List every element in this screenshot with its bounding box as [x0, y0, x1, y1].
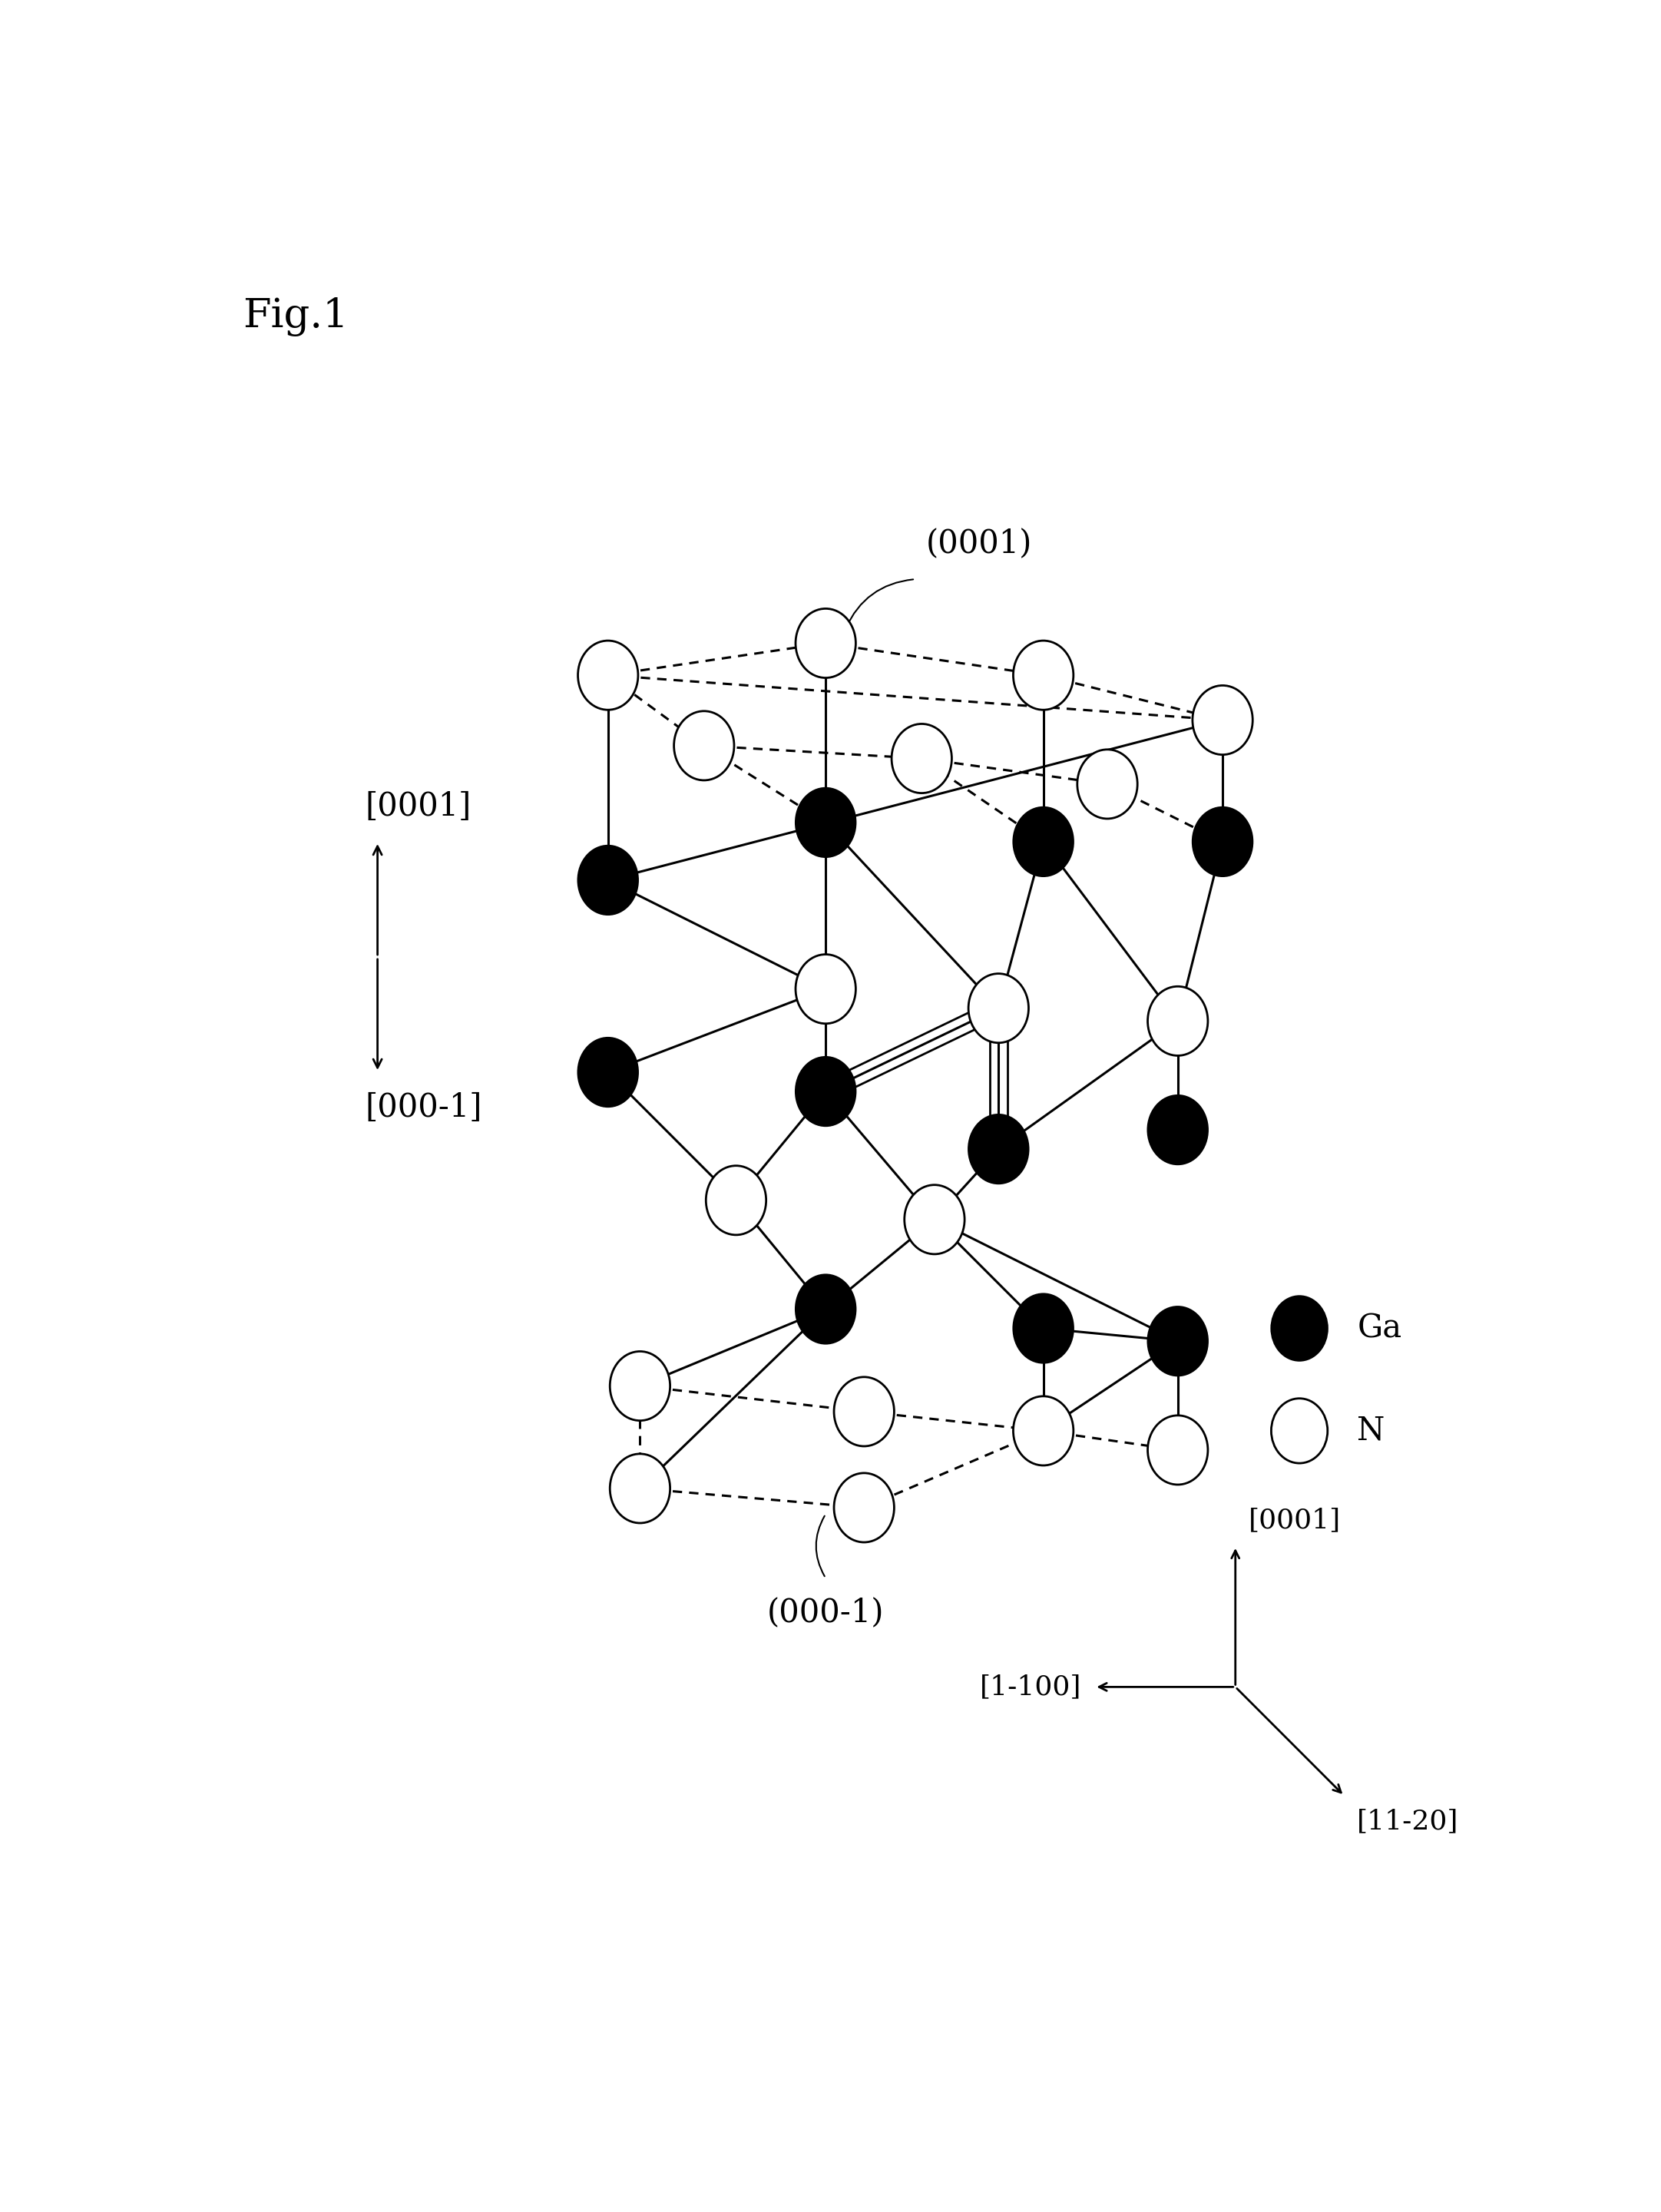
Text: [000-1]: [000-1]: [365, 1091, 482, 1124]
Ellipse shape: [968, 973, 1028, 1042]
Ellipse shape: [1148, 1416, 1208, 1484]
Text: (000-1): (000-1): [767, 1597, 884, 1630]
Ellipse shape: [1193, 686, 1252, 754]
Ellipse shape: [1013, 641, 1073, 710]
Ellipse shape: [1078, 750, 1138, 818]
Text: [0001]: [0001]: [1247, 1506, 1340, 1533]
Ellipse shape: [796, 608, 855, 677]
Ellipse shape: [1148, 1307, 1208, 1376]
Ellipse shape: [796, 1057, 855, 1126]
Ellipse shape: [1013, 1396, 1073, 1464]
Text: [1-100]: [1-100]: [980, 1674, 1081, 1701]
Text: [0001]: [0001]: [365, 790, 472, 823]
Text: [11-20]: [11-20]: [1357, 1809, 1458, 1834]
Text: Fig.1: Fig.1: [243, 296, 349, 336]
Ellipse shape: [1193, 807, 1252, 876]
Text: Ga: Ga: [1357, 1312, 1402, 1345]
Ellipse shape: [1013, 1294, 1073, 1363]
Ellipse shape: [1148, 987, 1208, 1055]
Text: (0001): (0001): [927, 529, 1033, 560]
Ellipse shape: [674, 710, 734, 781]
Ellipse shape: [834, 1473, 894, 1542]
Ellipse shape: [892, 723, 952, 794]
Ellipse shape: [834, 1378, 894, 1447]
Ellipse shape: [610, 1453, 669, 1524]
Text: N: N: [1357, 1416, 1385, 1447]
Ellipse shape: [796, 1274, 855, 1343]
Ellipse shape: [578, 1037, 638, 1106]
Ellipse shape: [796, 787, 855, 856]
Ellipse shape: [706, 1166, 766, 1234]
Ellipse shape: [1148, 1095, 1208, 1164]
Ellipse shape: [904, 1186, 965, 1254]
Ellipse shape: [1271, 1398, 1327, 1462]
Ellipse shape: [796, 953, 855, 1024]
Ellipse shape: [578, 845, 638, 916]
Ellipse shape: [968, 1115, 1028, 1183]
Ellipse shape: [1271, 1296, 1327, 1360]
Ellipse shape: [578, 641, 638, 710]
Ellipse shape: [1013, 807, 1073, 876]
Ellipse shape: [610, 1352, 669, 1420]
